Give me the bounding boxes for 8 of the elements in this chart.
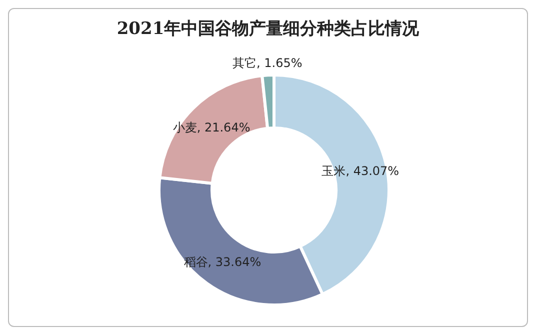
chart-title: 2021年中国谷物产量细分种类占比情况: [116, 18, 420, 40]
data-label: , 1.65%: [256, 56, 302, 70]
data-label: , 33.64%: [208, 254, 262, 269]
slice-label: 玉米: [322, 164, 346, 178]
data-label: , 21.64%: [196, 120, 250, 134]
data-label: , 43.07%: [346, 164, 400, 178]
slice-label: 其它: [232, 56, 257, 70]
slice-label: 小麦: [172, 120, 197, 134]
